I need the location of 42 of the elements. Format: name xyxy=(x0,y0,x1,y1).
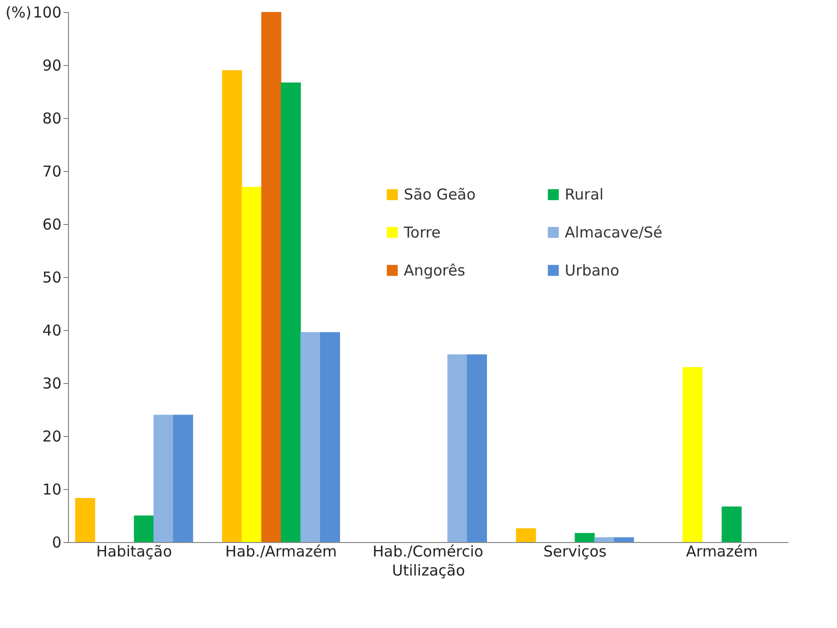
bar xyxy=(300,332,320,542)
y-tick-label: 0 xyxy=(52,534,62,552)
x-axis-title: Utilização xyxy=(392,562,466,580)
y-tick-label: 90 xyxy=(42,56,62,74)
y-tick-label: 30 xyxy=(42,374,62,392)
bar xyxy=(134,516,154,542)
bar xyxy=(222,70,242,542)
bar xyxy=(466,354,487,542)
y-tick-label: 80 xyxy=(42,110,62,128)
y-tick-label: 50 xyxy=(42,268,62,286)
legend-label: Urbano xyxy=(564,261,620,280)
bar xyxy=(574,532,595,542)
bar xyxy=(722,506,742,542)
y-tick-label: 20 xyxy=(42,428,62,446)
legend-label: Rural xyxy=(564,186,604,204)
bar xyxy=(280,82,301,542)
y-tick-label: 40 xyxy=(42,322,62,340)
x-tick-label: Serviços xyxy=(543,542,607,560)
legend-label: São Geão xyxy=(404,186,476,204)
x-tick-label: Armazém xyxy=(686,542,758,560)
y-tick-label: 10 xyxy=(42,480,62,498)
y-axis-title: (%) xyxy=(6,4,32,22)
y-tick-label: 70 xyxy=(42,162,62,180)
bar xyxy=(594,537,614,542)
bar xyxy=(682,367,702,542)
y-tick-label: 100 xyxy=(32,4,62,22)
legend-label: Angorês xyxy=(404,261,466,280)
x-tick-label: Hab./Armazém xyxy=(225,542,337,560)
bar xyxy=(516,528,536,542)
legend-label: Almacave/Sé xyxy=(564,223,662,242)
bar xyxy=(261,12,282,542)
bar xyxy=(320,332,340,542)
bar xyxy=(614,537,634,542)
bar xyxy=(173,414,194,542)
x-tick-label: Hab./Comércio xyxy=(372,542,484,560)
y-tick-label: 60 xyxy=(42,216,62,234)
bar xyxy=(154,414,174,542)
bar xyxy=(447,354,468,542)
x-tick-label: Habitação xyxy=(96,542,172,560)
legend-label: Torre xyxy=(402,223,441,242)
bar xyxy=(242,186,262,542)
bar xyxy=(75,498,96,542)
